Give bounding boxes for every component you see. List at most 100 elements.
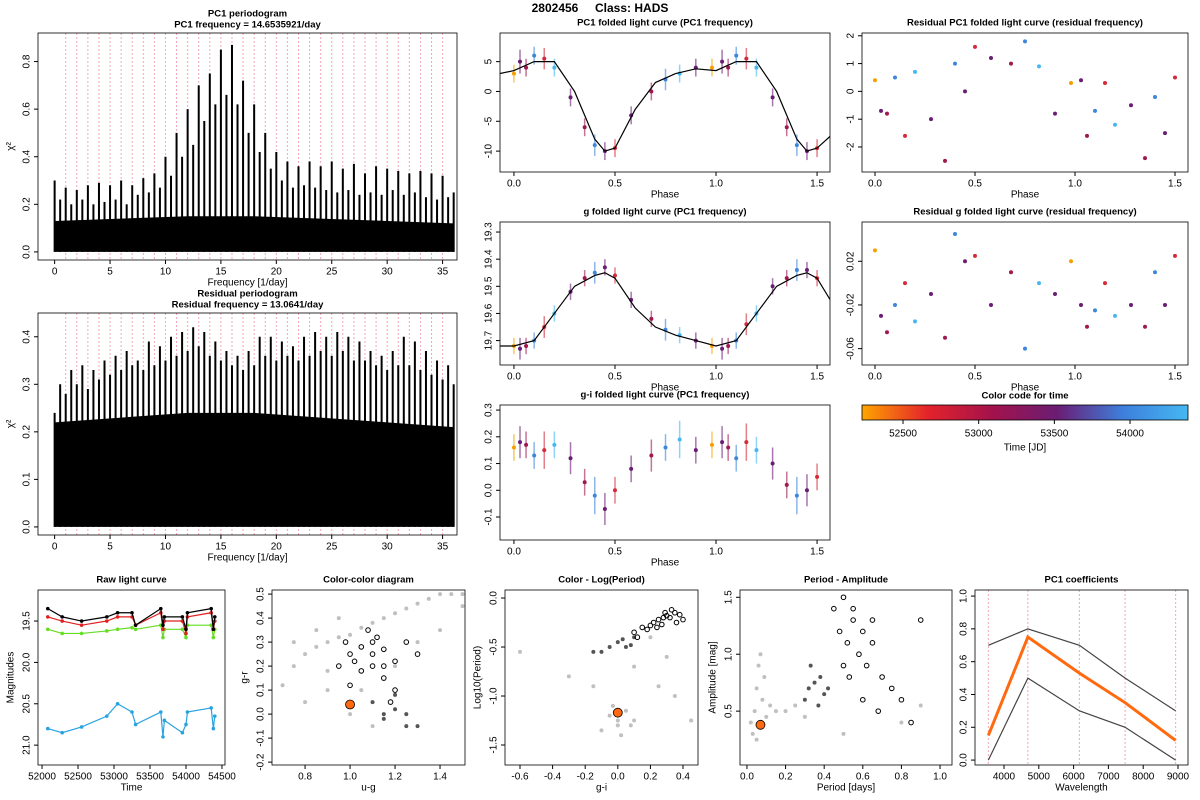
plot-area — [873, 39, 1177, 163]
data-point — [568, 456, 573, 461]
data-point — [639, 624, 646, 631]
series-line — [988, 628, 1176, 712]
plot-frame — [861, 32, 1189, 173]
y-tick-label: -0.06 — [846, 337, 857, 360]
data-point — [1069, 81, 1073, 86]
data-point — [592, 270, 597, 275]
data-point — [1023, 39, 1027, 44]
panel-title: Residual g folded light curve (residual … — [913, 207, 1136, 218]
data-point — [680, 616, 686, 623]
data-point — [291, 640, 296, 645]
data-point — [615, 640, 620, 645]
x-tick-label: 15 — [215, 542, 227, 553]
x-tick-label: 10 — [160, 267, 172, 278]
plot-frame — [37, 589, 226, 766]
panel-title: Raw light curve — [96, 575, 166, 586]
x-tick-label: 7000 — [1097, 772, 1120, 783]
data-point — [744, 440, 749, 445]
data-point — [314, 628, 319, 633]
y-tick-label: 0.2 — [22, 424, 33, 438]
y-tick-label: 0.2 — [484, 429, 495, 443]
data-point — [524, 65, 529, 70]
y-tick-label: 19.7 — [484, 330, 495, 350]
panel-title: PC1 periodogram — [208, 9, 287, 20]
data-point — [133, 623, 138, 627]
x-tick-label: 5000 — [1028, 772, 1051, 783]
x-axis-label: Phase — [1011, 383, 1040, 394]
data-point — [1103, 81, 1107, 86]
x-tick-label: 1.2 — [388, 772, 402, 783]
x-tick-label: 54000 — [1116, 429, 1144, 440]
data-point — [615, 718, 620, 723]
y-tick-label: -0.1 — [484, 508, 495, 526]
y-tick-label: -1.5 — [489, 736, 500, 754]
data-point — [844, 640, 851, 646]
y-tick-label: -1 — [846, 114, 857, 123]
data-point — [369, 639, 376, 645]
y-axis-label: χ² — [6, 419, 17, 428]
y-tick-label: 20.5 — [22, 694, 33, 714]
data-point — [676, 611, 683, 618]
y-tick-label: 0.4 — [22, 149, 33, 163]
data-point — [755, 719, 766, 730]
data-point — [381, 616, 386, 621]
data-point — [1079, 78, 1083, 83]
y-tick-label: 0.5 — [724, 704, 735, 718]
data-point — [610, 703, 615, 708]
data-point — [709, 442, 714, 447]
data-point — [184, 635, 188, 640]
data-point — [804, 488, 809, 493]
data-point — [45, 615, 50, 619]
series-line — [47, 703, 216, 737]
data-point — [750, 731, 755, 736]
y-tick-label: -0.5 — [489, 638, 500, 656]
data-point — [899, 720, 904, 725]
y-tick-label: 0 — [484, 88, 495, 94]
panel-title: Color - Log(Period) — [558, 575, 645, 586]
data-point — [325, 688, 330, 693]
data-point — [620, 637, 625, 642]
x-axis-label: Phase — [651, 383, 680, 394]
y-tick-label: 19.4 — [484, 249, 495, 269]
data-point — [1085, 324, 1089, 329]
data-point — [770, 95, 775, 100]
data-point — [133, 627, 138, 632]
data-point — [879, 108, 883, 113]
x-tick-label: 1.0 — [933, 772, 947, 783]
figure-title: 2802456 Class: HADS — [532, 1, 669, 15]
data-point — [79, 725, 84, 729]
x-tick-label: 1.4 — [433, 772, 447, 783]
data-point — [303, 700, 308, 705]
data-point — [1023, 346, 1027, 351]
plot-frame — [861, 221, 1189, 366]
y-tick-label: 2 — [846, 33, 857, 39]
y-axis-label: g-r — [240, 671, 251, 684]
data-point — [403, 639, 410, 645]
x-tick-label: 53500 — [136, 772, 164, 783]
data-point — [802, 697, 807, 702]
data-point — [869, 640, 876, 646]
data-point — [365, 627, 371, 633]
x-tick-label: 25 — [326, 267, 338, 278]
panel-title: PC1 coefficients — [1045, 575, 1119, 586]
data-point — [184, 627, 188, 632]
plot-frame — [499, 221, 831, 366]
data-point — [720, 59, 725, 64]
y-tick-label: -0.1 — [256, 729, 267, 747]
data-point — [348, 712, 353, 717]
data-point — [648, 635, 653, 640]
data-point — [212, 714, 217, 718]
data-point — [591, 649, 596, 654]
y-tick-label: 0.4 — [256, 611, 267, 625]
data-point — [888, 685, 895, 692]
x-tick-label: 1.5 — [1168, 179, 1182, 190]
data-point — [180, 615, 185, 619]
data-point — [426, 596, 431, 601]
data-point — [649, 89, 654, 94]
data-point — [184, 631, 188, 636]
data-point — [460, 592, 465, 597]
data-point — [1085, 133, 1089, 138]
data-point — [393, 692, 398, 697]
data-point — [1143, 324, 1147, 329]
data-point — [133, 722, 138, 727]
